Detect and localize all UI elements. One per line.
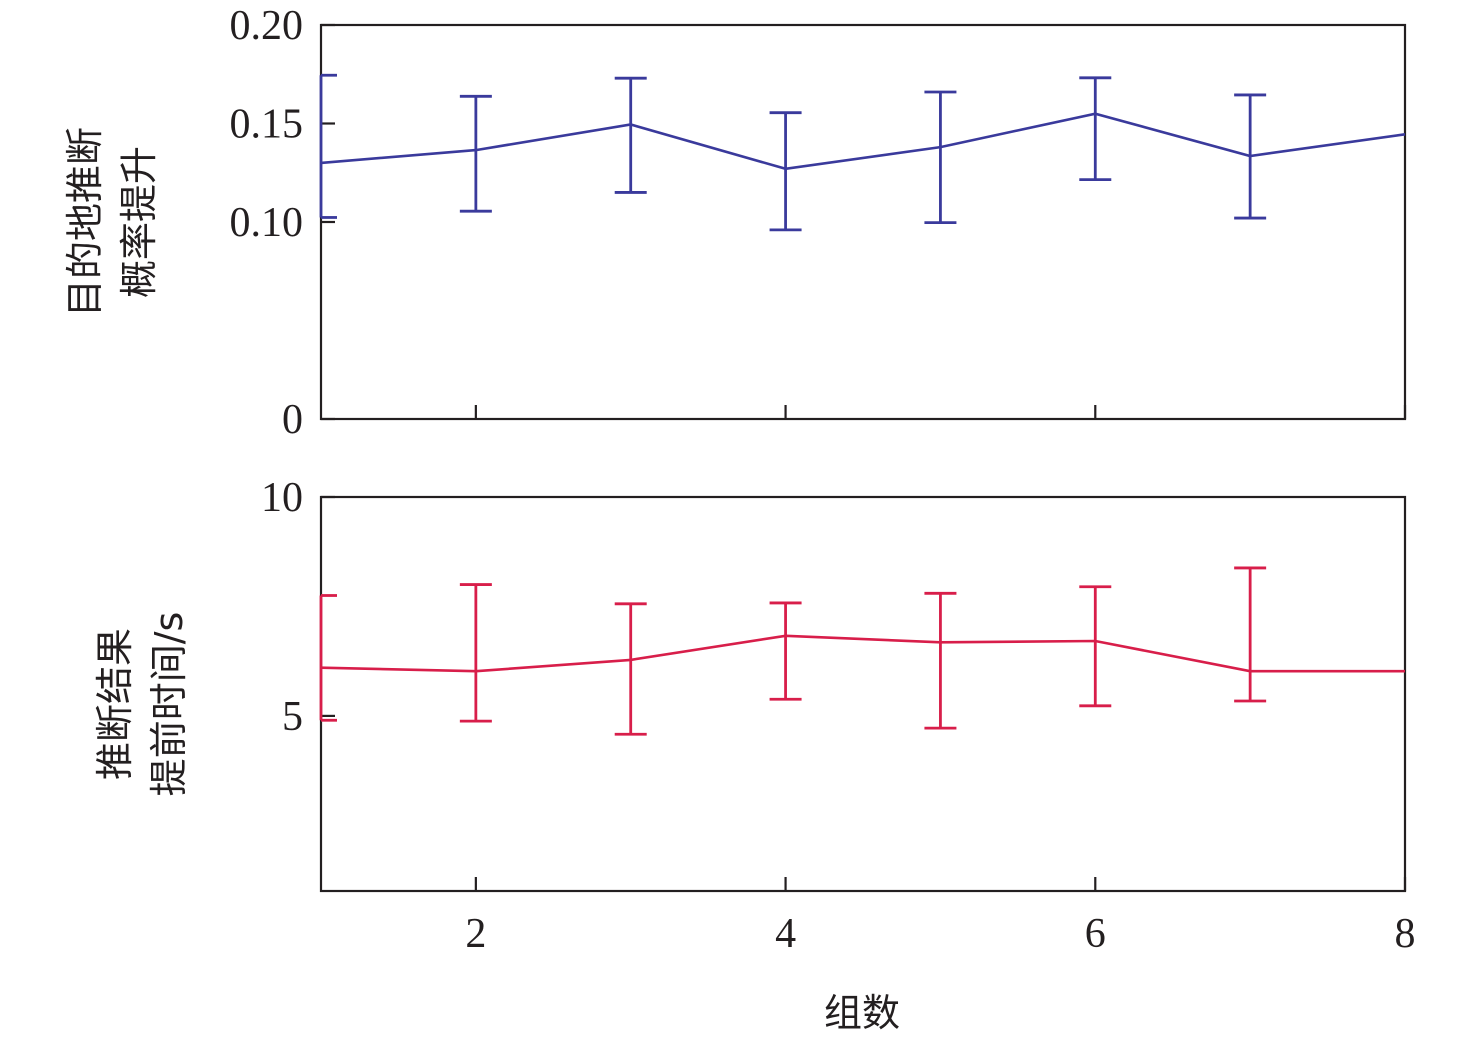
top-ytick-label: 0 xyxy=(282,397,303,443)
bottom-panel: 5 10 2 4 6 8 推断结果 提前时间/s 组数 xyxy=(93,475,1416,1035)
bottom-error-bar xyxy=(614,602,647,736)
top-panel: 0 0.10 0.15 0.20 目的地推断 概率提升 xyxy=(63,3,1407,443)
bottom-plot-frame xyxy=(319,495,1407,893)
bottom-ylabel-line-2: 提前时间/s xyxy=(147,612,191,797)
top-ytick-label: 0.20 xyxy=(230,3,304,49)
top-error-bar xyxy=(614,76,647,194)
bottom-error-bar xyxy=(1079,585,1112,708)
bottom-error-bar xyxy=(924,591,957,730)
bottom-error-bar xyxy=(319,594,337,722)
bottom-error-bar xyxy=(769,601,802,701)
bottom-x-ticks: 2 4 6 8 xyxy=(465,877,1416,957)
top-error-bar xyxy=(924,90,957,224)
bottom-y-ticks: 5 10 xyxy=(261,475,335,740)
bottom-series-line xyxy=(320,634,1405,673)
top-ylabel-line-2: 概率提升 xyxy=(117,146,161,298)
bottom-xtick-label: 4 xyxy=(775,911,796,957)
bottom-error-bars xyxy=(319,566,1267,736)
top-error-bar xyxy=(1079,76,1112,182)
top-series-line xyxy=(320,112,1406,171)
bottom-xtick-label: 8 xyxy=(1395,911,1416,957)
bottom-ytick-label: 5 xyxy=(282,694,303,740)
top-error-bar xyxy=(769,111,802,232)
bottom-ytick-label: 10 xyxy=(261,475,303,521)
x-axis-label: 组数 xyxy=(824,991,900,1035)
top-ytick-label: 0.10 xyxy=(230,200,304,246)
top-error-bar xyxy=(459,94,492,213)
bottom-xtick-label: 2 xyxy=(465,911,486,957)
top-error-bars xyxy=(319,73,1267,232)
bottom-xtick-label: 6 xyxy=(1085,911,1106,957)
top-ylabel-line-1: 目的地推断 xyxy=(63,127,107,317)
top-y-ticks: 0 0.10 0.15 0.20 xyxy=(230,3,335,443)
bottom-error-bar xyxy=(1234,566,1267,703)
top-ytick-label: 0.15 xyxy=(230,102,304,148)
top-x-ticks xyxy=(474,405,1407,419)
top-plot-frame xyxy=(319,23,1407,421)
bottom-error-bar xyxy=(459,583,492,723)
top-error-bar xyxy=(319,73,337,219)
bottom-ylabel-line-1: 推断结果 xyxy=(93,628,137,780)
